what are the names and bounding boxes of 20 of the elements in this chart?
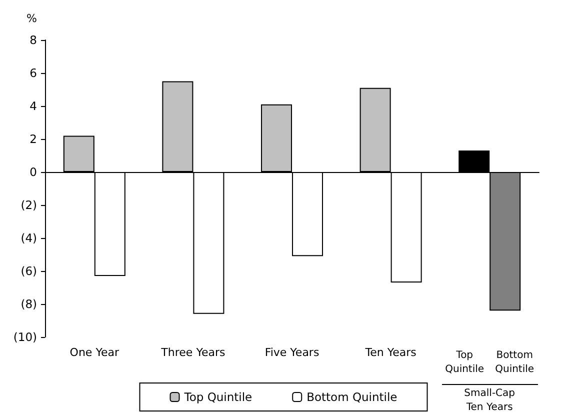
text: Bottom Quintile [494, 349, 536, 377]
y-axis-title: % [26, 12, 37, 25]
y-tick-label: 2 [30, 132, 37, 146]
y-tick-label: 8 [30, 33, 37, 47]
x-tick-label: One Year [70, 346, 120, 359]
x-tick-label: Three Years [160, 346, 226, 359]
legend-label: Top Quintile [183, 390, 252, 404]
y-tick-label: (10) [13, 330, 37, 344]
y-tick-label: (2) [20, 198, 37, 212]
x-tick-label: Ten Years [364, 346, 417, 359]
y-tick-label: 4 [30, 99, 37, 113]
text: Small-Cap Ten Years [463, 387, 516, 415]
x-tick-label: Five Years [264, 346, 320, 359]
text: Top Quintile [444, 349, 486, 377]
y-tick-label: 0 [30, 165, 37, 179]
y-tick-label: (8) [20, 297, 37, 311]
y-tick-label: (6) [20, 264, 37, 278]
y-tick-label: (4) [20, 231, 37, 245]
legend-label: Bottom Quintile [306, 390, 398, 404]
y-tick-label: 6 [30, 66, 37, 80]
